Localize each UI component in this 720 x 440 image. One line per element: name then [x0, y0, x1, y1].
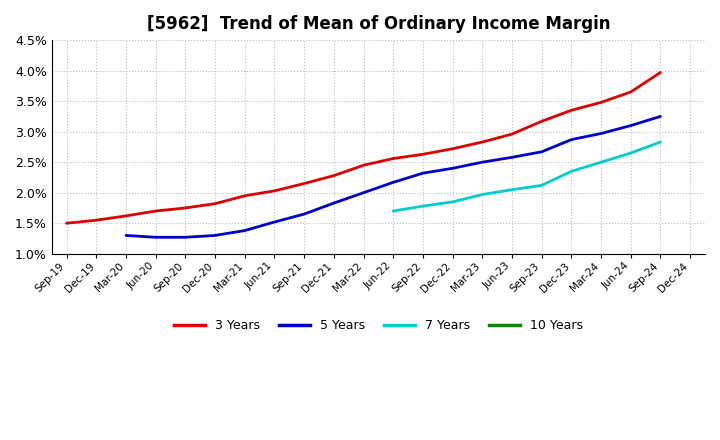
- Title: [5962]  Trend of Mean of Ordinary Income Margin: [5962] Trend of Mean of Ordinary Income …: [147, 15, 610, 33]
- Legend: 3 Years, 5 Years, 7 Years, 10 Years: 3 Years, 5 Years, 7 Years, 10 Years: [168, 314, 588, 337]
